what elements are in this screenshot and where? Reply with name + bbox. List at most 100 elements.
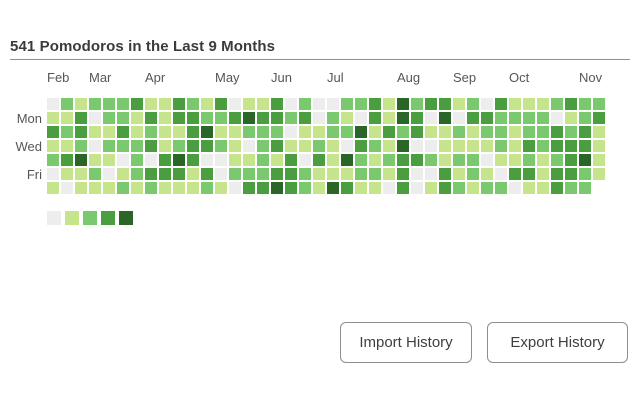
heatmap-cell bbox=[47, 168, 59, 180]
legend-swatch-level-4 bbox=[119, 211, 133, 225]
heatmap-cell bbox=[523, 168, 535, 180]
heatmap-cell bbox=[299, 168, 311, 180]
heatmap-cell bbox=[61, 112, 73, 124]
heatmap-cell bbox=[187, 112, 199, 124]
heatmap-cell bbox=[61, 140, 73, 152]
heatmap-cell bbox=[271, 182, 283, 194]
heatmap-cell bbox=[593, 98, 605, 110]
heatmap-cell bbox=[453, 168, 465, 180]
heatmap-cell bbox=[439, 140, 451, 152]
heatmap-cell bbox=[509, 140, 521, 152]
heatmap-cell bbox=[103, 140, 115, 152]
heatmap-cell bbox=[565, 98, 577, 110]
heatmap-cell bbox=[537, 140, 549, 152]
heatmap-cell bbox=[565, 154, 577, 166]
heatmap-cell bbox=[285, 140, 297, 152]
heatmap-cell bbox=[117, 140, 129, 152]
heatmap-cell bbox=[355, 182, 367, 194]
heatmap-cell bbox=[523, 140, 535, 152]
heatmap-cell bbox=[61, 98, 73, 110]
heatmap-cell bbox=[495, 182, 507, 194]
heatmap-cell bbox=[243, 98, 255, 110]
heatmap-cell bbox=[537, 168, 549, 180]
heatmap-cell bbox=[299, 154, 311, 166]
heatmap-cell bbox=[425, 182, 437, 194]
heatmap-cell bbox=[467, 112, 479, 124]
heatmap-cell bbox=[187, 154, 199, 166]
heatmap-cell bbox=[383, 182, 395, 194]
heatmap-cell bbox=[397, 154, 409, 166]
heatmap-cell bbox=[103, 98, 115, 110]
heatmap-cell bbox=[439, 154, 451, 166]
heatmap-cell bbox=[271, 154, 283, 166]
heatmap-cell bbox=[579, 168, 591, 180]
heatmap-cell bbox=[285, 126, 297, 138]
month-label: Jun bbox=[271, 70, 292, 85]
heatmap-cell bbox=[481, 140, 493, 152]
heatmap-cell bbox=[523, 154, 535, 166]
heatmap-cell bbox=[187, 98, 199, 110]
heatmap-cell bbox=[75, 140, 87, 152]
heatmap-cell bbox=[551, 168, 563, 180]
export-history-button[interactable]: Export History bbox=[487, 322, 628, 363]
heatmap-cell bbox=[201, 168, 213, 180]
heatmap-cell bbox=[383, 98, 395, 110]
heatmap-cell bbox=[453, 112, 465, 124]
heatmap-cell bbox=[439, 168, 451, 180]
heatmap-cell bbox=[299, 112, 311, 124]
heatmap-cell bbox=[61, 168, 73, 180]
heatmap-cell bbox=[495, 112, 507, 124]
heatmap-cell bbox=[579, 112, 591, 124]
heatmap-cell bbox=[313, 112, 325, 124]
import-history-button[interactable]: Import History bbox=[340, 322, 472, 363]
heatmap-cell bbox=[467, 154, 479, 166]
heatmap-cell bbox=[327, 126, 339, 138]
heatmap-cell bbox=[369, 112, 381, 124]
heatmap-cell bbox=[467, 168, 479, 180]
heatmap-cell bbox=[285, 112, 297, 124]
heatmap-cell bbox=[369, 168, 381, 180]
heatmap-cell bbox=[425, 154, 437, 166]
heatmap-cell bbox=[537, 154, 549, 166]
heatmap-cell bbox=[313, 126, 325, 138]
heatmap-cell bbox=[327, 154, 339, 166]
heatmap-cell bbox=[131, 168, 143, 180]
heatmap-cell bbox=[411, 126, 423, 138]
month-label: Feb bbox=[47, 70, 70, 85]
heatmap-cell bbox=[103, 112, 115, 124]
heatmap-cell bbox=[523, 182, 535, 194]
heatmap-cell bbox=[243, 140, 255, 152]
heatmap-cell bbox=[509, 112, 521, 124]
heatmap-cell bbox=[523, 126, 535, 138]
heatmap-cell bbox=[565, 112, 577, 124]
heatmap-cell bbox=[439, 112, 451, 124]
heatmap-cell bbox=[131, 126, 143, 138]
heatmap-cell bbox=[159, 182, 171, 194]
day-label: Wed bbox=[15, 139, 43, 154]
heatmap-cell bbox=[215, 126, 227, 138]
heatmap-cell bbox=[481, 168, 493, 180]
heatmap-cell bbox=[243, 126, 255, 138]
heatmap-cell bbox=[369, 98, 381, 110]
heatmap-cell bbox=[313, 98, 325, 110]
heatmap-cell bbox=[341, 112, 353, 124]
heatmap-cell bbox=[551, 112, 563, 124]
heatmap-cell bbox=[215, 112, 227, 124]
heatmap-cell bbox=[453, 154, 465, 166]
heatmap-cell bbox=[369, 154, 381, 166]
heatmap-cell bbox=[299, 126, 311, 138]
heatmap-cell bbox=[453, 98, 465, 110]
heatmap-cell bbox=[593, 168, 605, 180]
heatmap-cell bbox=[257, 168, 269, 180]
heatmap-cell bbox=[565, 140, 577, 152]
heatmap-cell bbox=[257, 140, 269, 152]
heatmap-cell bbox=[173, 98, 185, 110]
heatmap-cell bbox=[257, 154, 269, 166]
heatmap-cell bbox=[145, 98, 157, 110]
heatmap-cell bbox=[75, 154, 87, 166]
heatmap-cell bbox=[103, 126, 115, 138]
title-divider bbox=[10, 59, 630, 60]
heatmap-cell bbox=[481, 112, 493, 124]
heatmap-cell bbox=[103, 182, 115, 194]
